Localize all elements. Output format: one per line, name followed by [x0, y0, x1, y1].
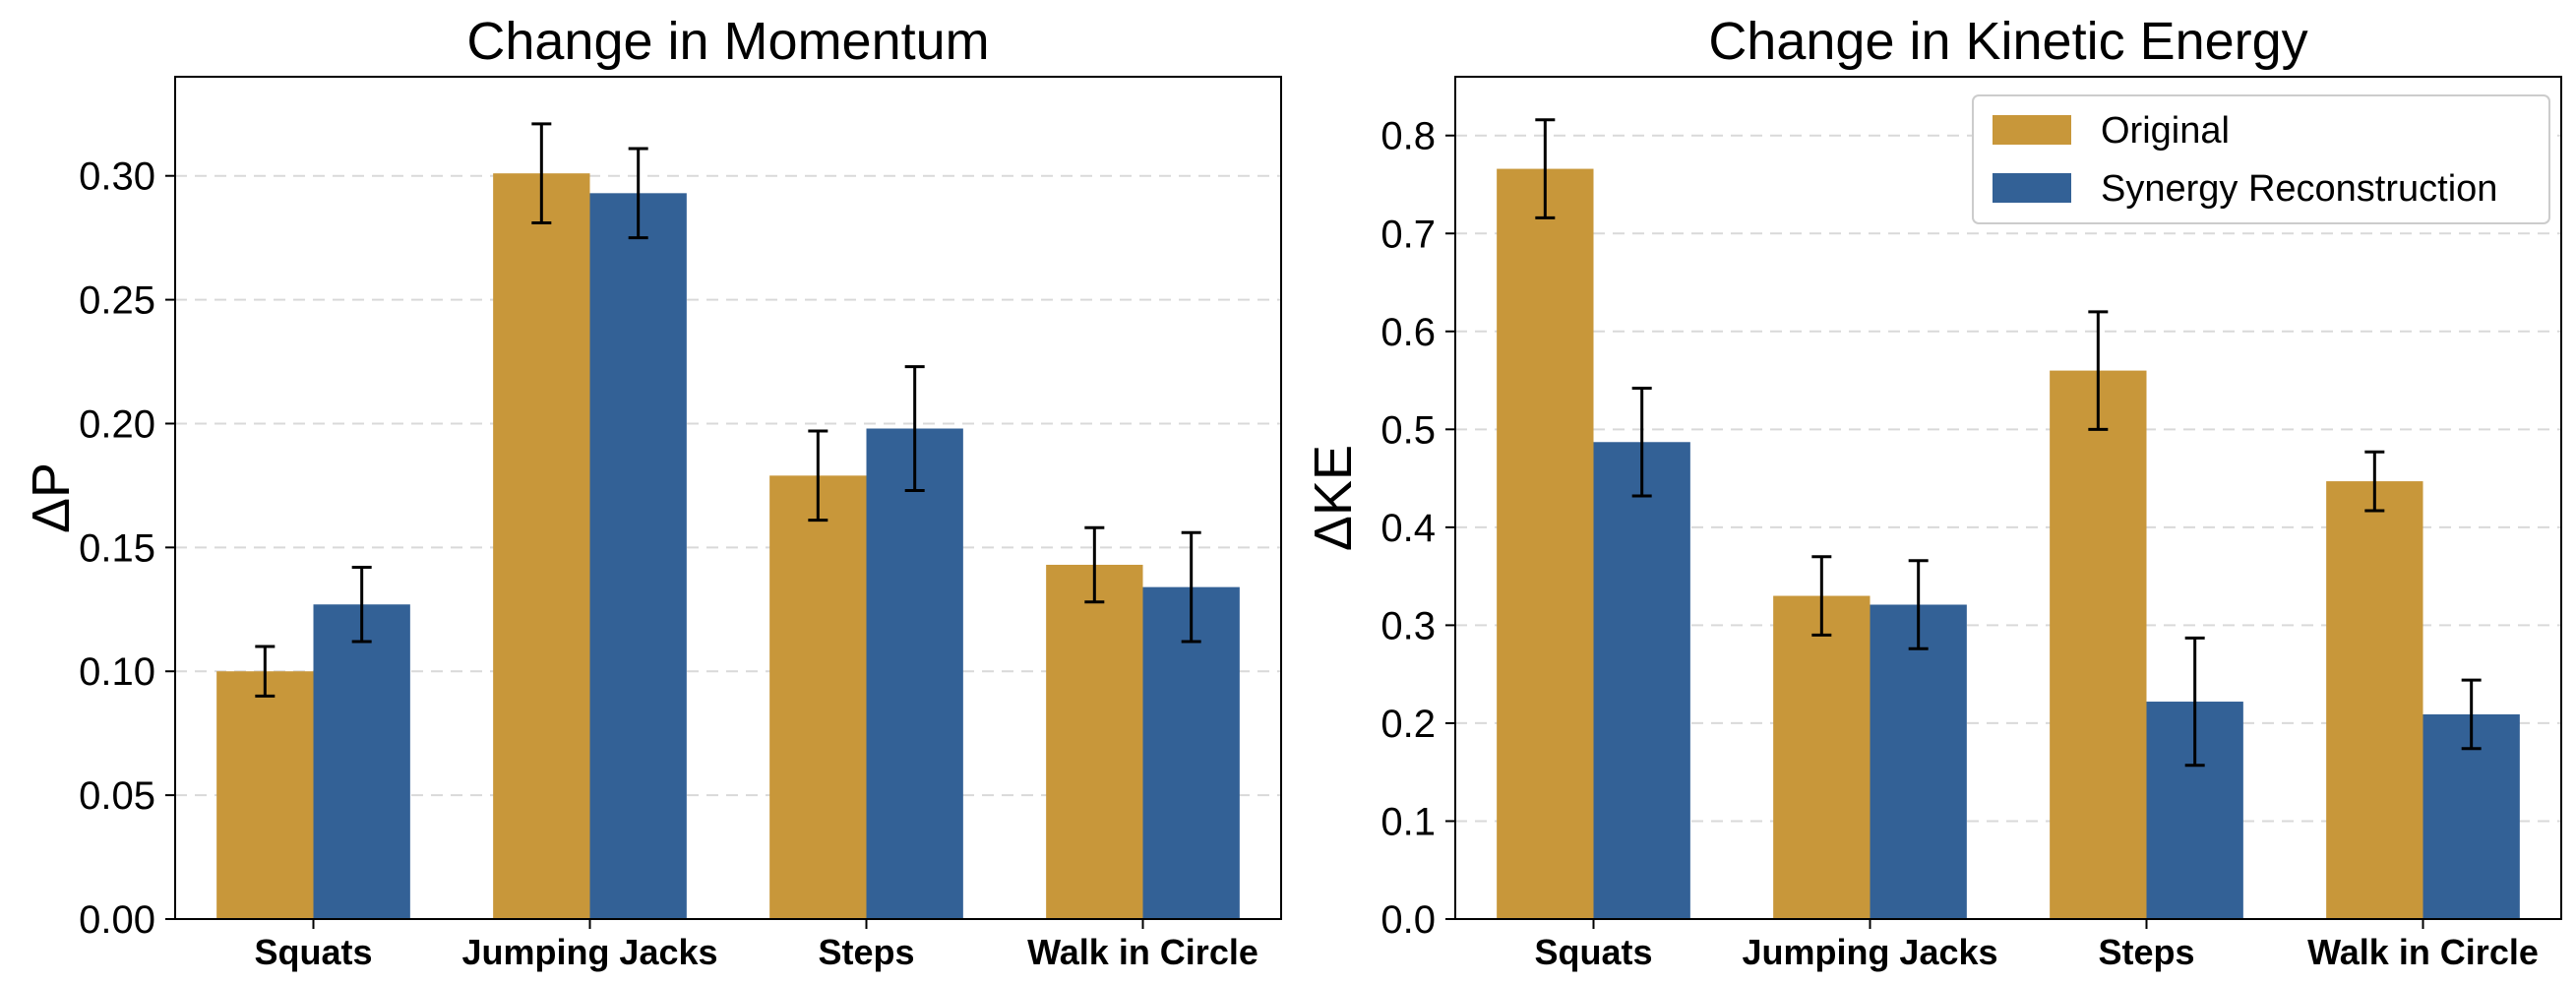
kinetic-energy-chart-panel: Change in Kinetic Energy ΔKE 0.0 0.1 0.2 0.…	[1304, 12, 2562, 972]
kinetic-energy-error-bar-synergy-reconstruction-squats	[1631, 387, 1652, 498]
momentum-x-tick-label-walk-in-circle: Walk in Circle	[1027, 932, 1258, 972]
momentum-error-bar-original-steps	[808, 429, 828, 523]
kinetic-energy-x-tick-label-squats: Squats	[1534, 932, 1652, 972]
momentum-y-tick-label: 0.30	[79, 155, 155, 199]
kinetic-energy-bar-synergy-reconstruction-jumping-jacks	[1870, 604, 1967, 919]
momentum-y-tick-label: 0.20	[79, 402, 155, 446]
kinetic-energy-error-bar-original-jumping-jacks	[1811, 555, 1832, 637]
kinetic-energy-x-tick-label-walk-in-circle: Walk in Circle	[2307, 932, 2539, 972]
momentum-error-bar-original-squats	[255, 645, 276, 698]
kinetic-energy-bar-synergy-reconstruction-squats	[1593, 442, 1690, 919]
momentum-chart-title: Change in Momentum	[466, 12, 989, 71]
kinetic-energy-error-bar-original-walk-in-circle	[2364, 450, 2385, 513]
momentum-y-tick-label: 0.00	[79, 898, 155, 942]
momentum-chart-panel: Change in Momentum ΔP 0.00 0.05 0.10 0.15 0.…	[22, 12, 1282, 972]
momentum-error-bar-synergy-reconstruction-jumping-jacks	[628, 147, 648, 240]
momentum-y-tick-label: 0.05	[79, 774, 155, 818]
momentum-x-tick-label-steps: Steps	[818, 932, 914, 972]
momentum-y-tick-label: 0.10	[79, 650, 155, 694]
kinetic-energy-y-tick-label: 0.8	[1380, 115, 1436, 158]
legend-swatch-synergy-reconstruction	[1993, 173, 2071, 203]
legend: Original Synergy Reconstruction	[1972, 94, 2550, 224]
momentum-bar-original-steps	[769, 475, 867, 919]
kinetic-energy-y-tick-label: 0.0	[1380, 898, 1436, 942]
kinetic-energy-y-tick-label: 0.5	[1380, 408, 1436, 452]
momentum-bar-synergy-reconstruction-squats	[313, 604, 410, 919]
momentum-x-tick-label-squats: Squats	[254, 932, 372, 972]
legend-label-original: Original	[2101, 110, 2230, 152]
momentum-error-bar-synergy-reconstruction-walk-in-circle	[1181, 530, 1201, 644]
momentum-bar-synergy-reconstruction-jumping-jacks	[589, 193, 687, 919]
kinetic-energy-y-tick-label: 0.6	[1380, 311, 1436, 354]
kinetic-energy-error-bar-synergy-reconstruction-steps	[2184, 636, 2205, 768]
kinetic-energy-bar-original-jumping-jacks	[1773, 595, 1871, 919]
kinetic-energy-y-axis-label: ΔKE	[1304, 445, 1363, 551]
kinetic-energy-plot-frame	[1454, 76, 2562, 920]
momentum-bar-original-jumping-jacks	[493, 173, 590, 919]
kinetic-energy-chart-title: Change in Kinetic Energy	[1708, 12, 2307, 71]
momentum-y-axis-label: ΔP	[22, 462, 81, 533]
kinetic-energy-error-bar-original-steps	[2088, 310, 2109, 431]
kinetic-energy-bar-original-steps	[2050, 370, 2147, 920]
momentum-error-bar-original-jumping-jacks	[531, 122, 552, 225]
momentum-error-bar-original-walk-in-circle	[1084, 525, 1105, 604]
legend-swatch-original	[1993, 115, 2071, 145]
momentum-error-bar-synergy-reconstruction-steps	[904, 365, 925, 492]
momentum-y-tick-label: 0.15	[79, 526, 155, 570]
kinetic-energy-x-tick-label-steps: Steps	[2098, 932, 2194, 972]
kinetic-energy-bar-original-walk-in-circle	[2326, 481, 2423, 919]
legend-box	[1972, 94, 2550, 224]
kinetic-energy-y-tick-label: 0.1	[1380, 800, 1436, 843]
kinetic-energy-y-tick-label: 0.4	[1380, 507, 1436, 550]
momentum-plot-frame	[174, 76, 1282, 920]
momentum-x-tick-label-jumping-jacks: Jumping Jacks	[461, 932, 717, 972]
momentum-error-bar-synergy-reconstruction-squats	[351, 565, 372, 644]
kinetic-energy-y-tick-label: 0.3	[1380, 604, 1436, 647]
kinetic-energy-error-bar-original-squats	[1535, 118, 1556, 219]
momentum-bar-synergy-reconstruction-steps	[866, 428, 963, 919]
kinetic-energy-bar-original-squats	[1497, 168, 1594, 919]
kinetic-energy-y-tick-label: 0.2	[1380, 703, 1436, 746]
momentum-bar-original-walk-in-circle	[1046, 564, 1143, 919]
kinetic-energy-x-tick-label-jumping-jacks: Jumping Jacks	[1742, 932, 1997, 972]
kinetic-energy-error-bar-synergy-reconstruction-jumping-jacks	[1908, 559, 1929, 650]
kinetic-energy-error-bar-synergy-reconstruction-walk-in-circle	[2461, 678, 2482, 751]
momentum-bar-original-squats	[216, 671, 314, 919]
legend-label-synergy-reconstruction: Synergy Reconstruction	[2101, 168, 2497, 210]
momentum-y-tick-label: 0.25	[79, 279, 155, 323]
kinetic-energy-y-tick-label: 0.7	[1380, 213, 1436, 256]
